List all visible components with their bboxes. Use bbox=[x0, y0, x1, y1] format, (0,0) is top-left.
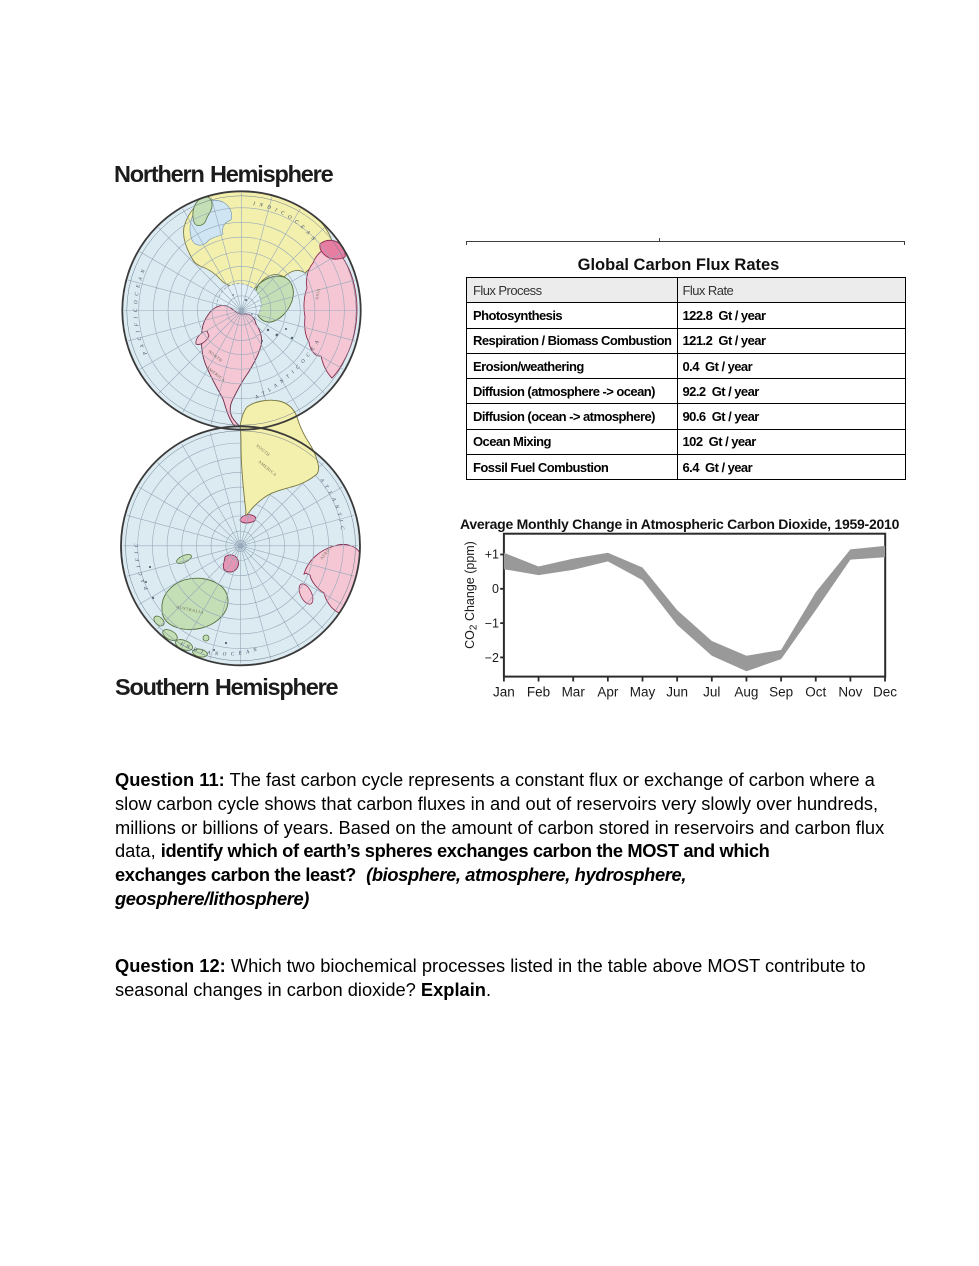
svg-text:ASIA: ASIA bbox=[314, 288, 321, 300]
svg-text:Jan: Jan bbox=[493, 685, 515, 700]
svg-text:+1: +1 bbox=[485, 548, 499, 562]
svg-text:Nov: Nov bbox=[838, 685, 862, 700]
svg-text:Jun: Jun bbox=[666, 685, 688, 700]
svg-text:Jul: Jul bbox=[703, 685, 720, 700]
svg-text:May: May bbox=[630, 685, 656, 700]
svg-text:0: 0 bbox=[492, 582, 499, 596]
svg-text:−2: −2 bbox=[485, 651, 499, 665]
svg-text:Aug: Aug bbox=[734, 685, 758, 700]
svg-text:Apr: Apr bbox=[597, 685, 619, 700]
svg-text:Mar: Mar bbox=[562, 685, 586, 700]
svg-text:Sep: Sep bbox=[769, 685, 793, 700]
svg-text:−1: −1 bbox=[485, 617, 499, 631]
svg-text:Oct: Oct bbox=[805, 685, 826, 700]
svg-text:Feb: Feb bbox=[527, 685, 550, 700]
svg-text:Dec: Dec bbox=[873, 685, 897, 700]
svg-text:AUSTRALIA: AUSTRALIA bbox=[176, 604, 205, 615]
svg-text:CO2 Change (ppm): CO2 Change (ppm) bbox=[463, 541, 480, 649]
